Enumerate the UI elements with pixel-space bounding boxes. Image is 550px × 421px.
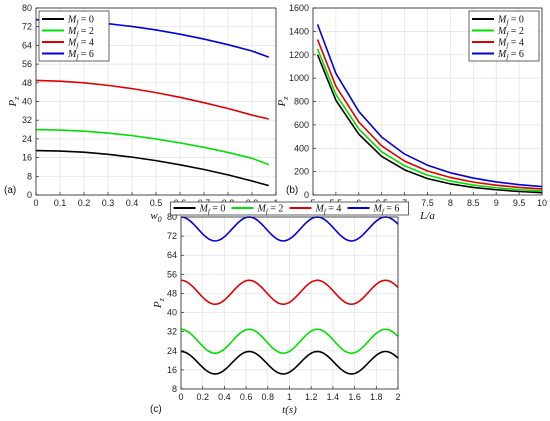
legend-label: Mf = 2 [257,204,284,217]
x-tick-label: 1.8 [370,392,383,402]
legend-label: Mf = 4 [67,38,94,51]
legend: Mf = 0Mf = 2Mf = 4Mf = 6 [468,10,540,62]
y-tick-label: 800 [294,97,309,107]
series-line [316,54,543,194]
y-tick-label: 16 [22,153,32,163]
series-line [316,24,543,188]
legend-label: Mf = 4 [497,38,524,51]
x-axis-label: w0 [150,210,161,224]
series-line [35,79,269,120]
series-line [180,216,399,242]
x-tick-label: 7.5 [421,198,434,208]
y-tick-label: 200 [294,167,309,177]
y-tick-label: 64 [167,250,177,260]
y-tick-label: 40 [22,97,32,107]
legend: Mf = 0Mf = 2Mf = 4Mf = 6 [38,10,110,62]
x-tick-label: 0.4 [126,198,139,208]
x-tick-label: 0.2 [196,392,209,402]
y-axis-label: Pz [152,297,166,309]
legend-label: Mf = 6 [373,204,400,217]
legend-label: Mf = 2 [497,26,524,39]
y-tick-label: 400 [294,143,309,153]
y-tick-label: 56 [167,269,177,279]
x-tick-label: 10 [537,198,547,208]
y-tick-label: 600 [294,120,309,130]
x-tick-label: 1.6 [348,392,361,402]
legend-label: Mf = 6 [497,49,524,62]
y-tick-label: 32 [167,327,177,337]
x-axis-label: L/a [419,210,435,222]
series-line [35,149,270,187]
legend-label: Mf = 6 [67,49,94,62]
y-tick-label: 48 [167,288,177,298]
series-line [316,39,543,190]
x-tick-label: 0.3 [102,198,115,208]
series-line [180,350,399,375]
x-tick-label: 1.4 [327,392,340,402]
y-tick-label: 1000 [289,73,309,83]
y-tick-label: 1200 [289,50,309,60]
x-tick-label: 0.5 [150,198,163,208]
y-tick-label: 56 [22,59,32,69]
x-tick-label: 2 [395,392,400,402]
series-line [35,128,270,166]
x-tick-label: 0 [33,198,38,208]
x-tick-label: 1 [287,392,292,402]
x-tick-label: 0.1 [54,198,67,208]
y-tick-label: 64 [22,40,32,50]
x-tick-label: 9 [494,198,499,208]
legend-label: Mf = 0 [199,204,226,217]
y-tick-label: 0 [27,190,32,200]
y-tick-label: 80 [22,3,32,13]
legend-label: Mf = 0 [497,15,524,28]
legend-label: Mf = 0 [67,15,94,28]
y-tick-label: 32 [22,115,32,125]
y-tick-label: 1600 [289,3,309,13]
legend-label: Mf = 2 [67,26,94,39]
y-tick-label: 72 [167,231,177,241]
x-tick-label: 0.6 [240,392,253,402]
y-tick-label: 8 [172,384,177,394]
x-tick-label: 8.5 [467,198,480,208]
y-tick-label: 0 [304,190,309,200]
x-tick-label: 0.4 [218,392,231,402]
panel-label: (b) [286,185,298,196]
chart-panel-b: 55.566.577.588.599.510020040060080010001… [276,3,547,222]
x-tick-label: 0.8 [262,392,275,402]
y-tick-label: 16 [167,365,177,375]
y-tick-label: 48 [22,78,32,88]
chart-panel-c: 0 0.2 0.4 0.6 0.8 1 1.2 1.4 1.6 1.8 2 8 16 24 32 40 48 56… [150,201,409,416]
series-line [316,48,543,192]
legend-label: Mf = 4 [315,204,342,217]
y-axis-label: Pz [7,96,21,108]
panel-label: (c) [150,404,162,415]
series-line [180,279,399,305]
x-tick-label: 0 [178,392,183,402]
y-tick-label: 72 [22,22,32,32]
legend: Mf = 0 Mf = 2 Mf = 4 Mf = 6 [170,201,409,217]
x-tick-label: 9.5 [513,198,526,208]
y-tick-label: 40 [167,308,177,318]
x-tick-label: 8 [448,198,453,208]
panel-label: (a) [4,185,16,196]
x-tick-label: 1.2 [305,392,318,402]
y-axis-label: Pz [276,96,290,108]
series-line [180,328,399,354]
y-tick-label: 80 [167,212,177,222]
x-tick-label: 0.2 [78,198,91,208]
y-tick-label: 24 [22,134,32,144]
chart-panel-a: 00.10.20.30.40.50.60.70.80.9108162432404… [4,3,279,224]
x-axis-label: t(s) [282,404,297,416]
y-tick-label: 24 [167,346,177,356]
y-tick-label: 8 [27,171,32,181]
y-tick-label: 1400 [289,26,309,36]
